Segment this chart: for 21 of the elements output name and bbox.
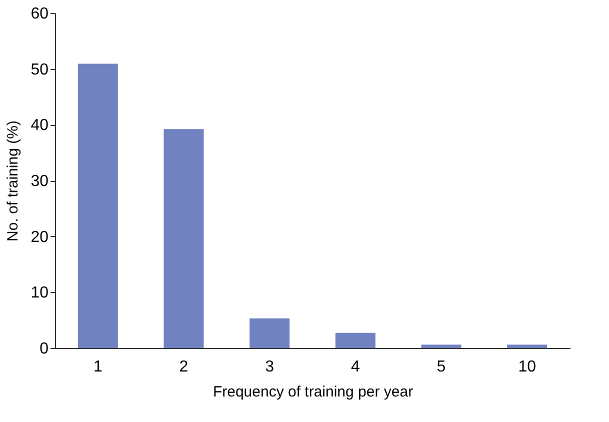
- bar: [164, 129, 204, 348]
- y-tick-label: 50: [30, 61, 49, 78]
- y-tick-label: 20: [30, 228, 49, 246]
- y-tick-label: 10: [30, 284, 49, 302]
- x-tick-label: 4: [350, 358, 360, 376]
- bar: [335, 332, 376, 348]
- y-axis-title: No. of training (%): [4, 120, 22, 242]
- x-tick-label: 2: [179, 358, 188, 376]
- x-tick-label: 10: [518, 358, 536, 376]
- x-axis-title: Frequency of training per year: [212, 384, 414, 400]
- y-tick-label: 0: [40, 340, 49, 358]
- x-tick-label: 5: [436, 358, 446, 376]
- y-tick-label: 30: [30, 173, 49, 190]
- x-tick-label: 1: [93, 358, 102, 376]
- y-tick-label: 60: [30, 6, 49, 22]
- y-tick-label: 40: [30, 117, 49, 134]
- bar: [78, 64, 118, 348]
- bar: [250, 318, 290, 348]
- x-tick-label: 3: [265, 358, 274, 376]
- bar: [421, 344, 462, 348]
- bar: [507, 344, 548, 348]
